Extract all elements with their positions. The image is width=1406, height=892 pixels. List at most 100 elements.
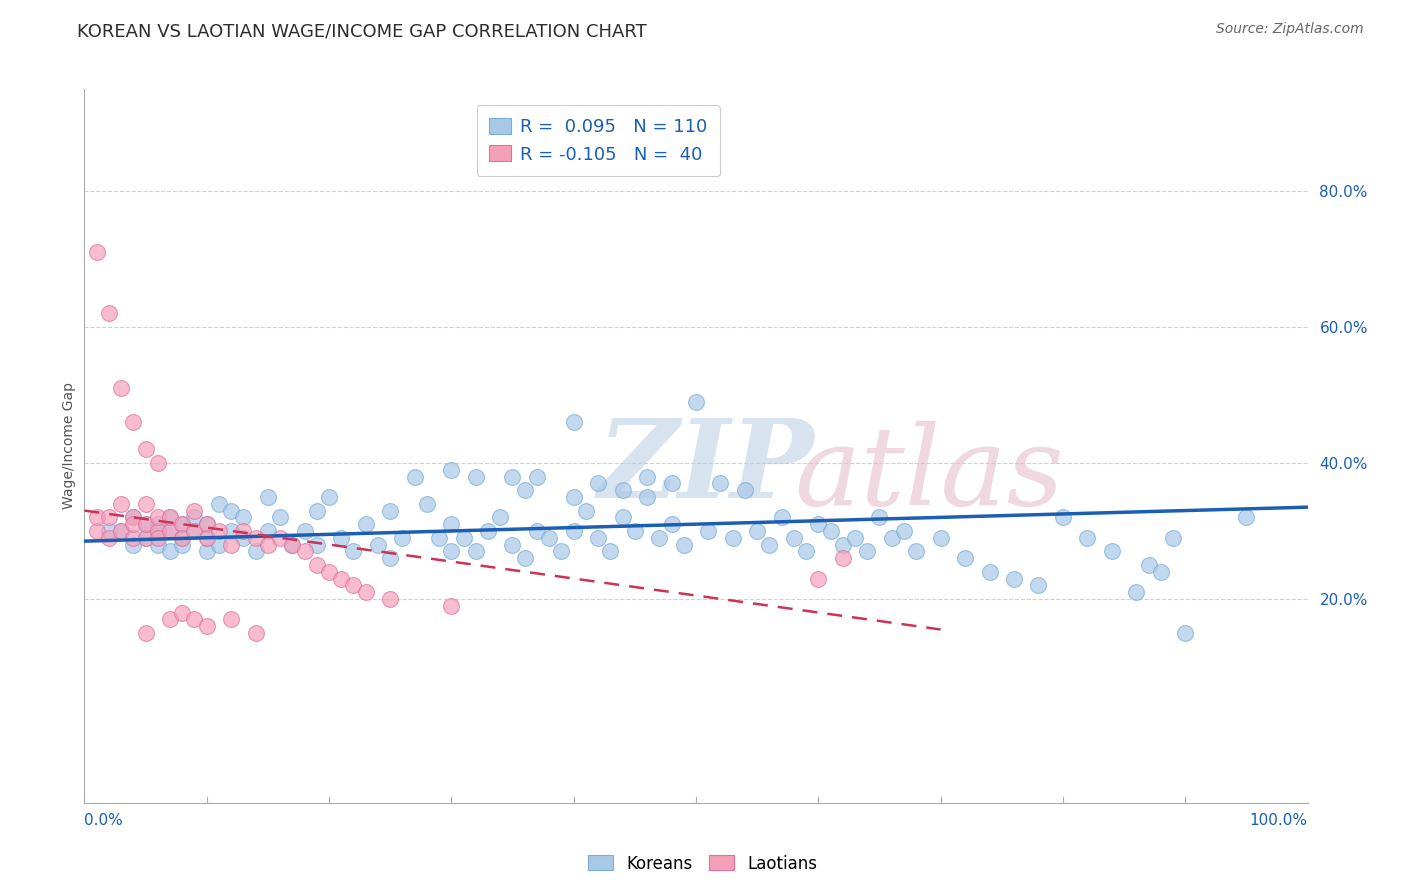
Point [172,517,194,532]
Point [734,483,756,498]
Point [636,490,658,504]
Point [208,497,231,511]
Point [342,544,364,558]
Point [599,544,621,558]
Point [159,510,181,524]
Point [770,510,793,524]
Point [146,537,169,551]
Text: Source: ZipAtlas.com: Source: ZipAtlas.com [1216,22,1364,37]
Point [159,524,181,538]
Text: 0.0%: 0.0% [84,813,124,828]
Point [685,394,707,409]
Point [489,510,512,524]
Point [513,483,536,498]
Point [219,537,242,551]
Point [208,524,231,538]
Point [721,531,744,545]
Point [97,531,120,545]
Point [269,510,291,524]
Point [122,510,145,524]
Point [380,591,402,606]
Point [195,531,218,545]
Point [380,551,402,566]
Text: 100.0%: 100.0% [1250,813,1308,828]
Point [1174,626,1197,640]
Point [208,537,231,551]
Point [219,524,242,538]
Point [183,510,205,524]
Point [183,524,205,538]
Legend: Koreans, Laotians: Koreans, Laotians [582,848,824,880]
Point [281,537,304,551]
Point [172,537,194,551]
Point [97,306,120,320]
Point [232,524,254,538]
Point [354,585,377,599]
Point [440,544,463,558]
Point [245,544,267,558]
Point [440,599,463,613]
Point [550,544,572,558]
Point [122,537,145,551]
Point [172,517,194,532]
Point [110,524,132,538]
Point [1161,531,1184,545]
Point [219,503,242,517]
Point [893,524,915,538]
Point [440,463,463,477]
Point [330,531,353,545]
Point [294,544,316,558]
Point [513,551,536,566]
Point [709,476,731,491]
Text: KOREAN VS LAOTIAN WAGE/INCOME GAP CORRELATION CHART: KOREAN VS LAOTIAN WAGE/INCOME GAP CORREL… [77,22,647,40]
Point [146,510,169,524]
Point [1002,572,1025,586]
Point [195,544,218,558]
Point [586,476,609,491]
Point [195,619,218,633]
Point [135,517,157,532]
Point [97,510,120,524]
Point [807,572,830,586]
Point [232,531,254,545]
Point [159,510,181,524]
Point [159,524,181,538]
Point [146,524,169,538]
Point [562,415,585,429]
Point [562,524,585,538]
Point [281,537,304,551]
Point [624,524,647,538]
Point [380,503,402,517]
Point [464,469,486,483]
Point [86,245,108,260]
Point [342,578,364,592]
Point [636,469,658,483]
Point [1236,510,1258,524]
Point [1137,558,1160,572]
Point [183,524,205,538]
Point [672,537,695,551]
Point [562,490,585,504]
Point [440,517,463,532]
Point [122,415,145,429]
Point [146,517,169,532]
Point [697,524,720,538]
Point [1028,578,1050,592]
Point [502,469,524,483]
Point [612,483,634,498]
Point [172,531,194,545]
Point [269,531,291,545]
Point [122,510,145,524]
Point [1076,531,1098,545]
Point [464,544,486,558]
Point [427,531,450,545]
Point [318,490,340,504]
Point [146,531,169,545]
Point [953,551,976,566]
Point [538,531,561,545]
Point [1101,544,1123,558]
Point [195,517,218,532]
Point [183,503,205,517]
Point [86,524,108,538]
Point [661,517,683,532]
